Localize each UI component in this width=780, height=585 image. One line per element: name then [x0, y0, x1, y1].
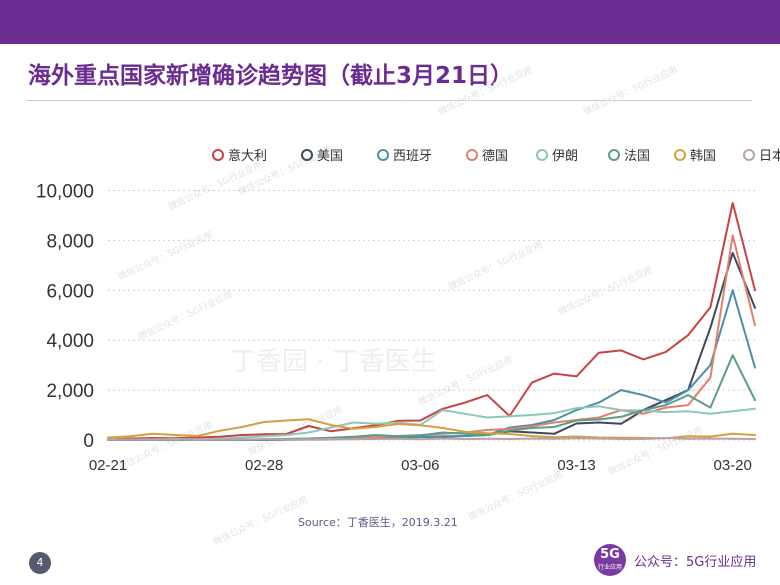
legend-marker — [674, 149, 686, 161]
legend-marker — [608, 149, 620, 161]
series-line — [107, 437, 756, 441]
legend-label: 日本 — [759, 149, 780, 164]
watermark-main: 丁香园 · 丁香医生 — [230, 347, 437, 377]
y-tick-label: 10,000 — [36, 181, 94, 202]
legend-label: 美国 — [317, 149, 343, 164]
series-line — [107, 234, 756, 441]
legend-label: 德国 — [482, 149, 508, 164]
y-tick-label: 2,000 — [46, 381, 94, 402]
title-divider — [26, 100, 752, 101]
logo-main-text: 5G — [600, 547, 620, 562]
watermark-text: 微信公众号：5G行业应用 — [581, 63, 679, 117]
watermark-text: 微信公众号：5G行业应用 — [211, 493, 309, 547]
x-tick-label: 02-28 — [245, 457, 283, 474]
y-tick-label: 0 — [83, 431, 94, 452]
legend-label: 伊朗 — [552, 149, 578, 164]
legend-marker — [212, 149, 224, 161]
x-tick-label: 03-13 — [557, 457, 595, 474]
legend-marker — [301, 149, 313, 161]
watermark-text: 微信公众号：5G行业应用 — [466, 468, 564, 522]
x-tick-label: 02-21 — [89, 457, 127, 474]
page-number: 4 — [29, 552, 51, 574]
watermark-text: 微信公众号：5G行业应用 — [606, 423, 704, 477]
legend-marker — [377, 149, 389, 161]
legend-label: 韩国 — [690, 149, 716, 164]
legend-label: 意大利 — [228, 148, 267, 164]
watermark-text: 微信公众号：5G行业应用 — [116, 418, 214, 472]
watermark-text: 微信公众号：5G行业应用 — [116, 228, 214, 282]
watermark-text: 微信公众号：5G行业应用 — [136, 288, 234, 342]
account-label: 公众号：5G行业应用 — [634, 555, 757, 570]
watermark-text: 微信公众号：5G行业应用 — [436, 63, 534, 117]
watermark-text: 微信公众号：5G行业应用 — [446, 238, 544, 292]
brand-logo: 5G 行业应用 — [594, 544, 626, 576]
legend-label: 法国 — [624, 149, 650, 164]
y-tick-label: 6,000 — [46, 281, 94, 302]
source-note: Source：丁香医生，2019.3.21 — [298, 516, 458, 529]
legend-marker — [466, 149, 478, 161]
page-title: 海外重点国家新增确诊趋势图（截止3月21日） — [28, 63, 514, 89]
x-tick-label: 03-20 — [714, 457, 752, 474]
series-line — [107, 202, 756, 441]
legend-marker — [743, 149, 755, 161]
header-band — [0, 0, 780, 44]
y-tick-label: 4,000 — [46, 331, 94, 352]
x-tick-label: 03-06 — [401, 457, 439, 474]
legend-marker — [536, 149, 548, 161]
y-tick-label: 8,000 — [46, 231, 94, 252]
legend-label: 西班牙 — [393, 149, 432, 164]
logo-sub-text: 行业应用 — [597, 564, 622, 571]
